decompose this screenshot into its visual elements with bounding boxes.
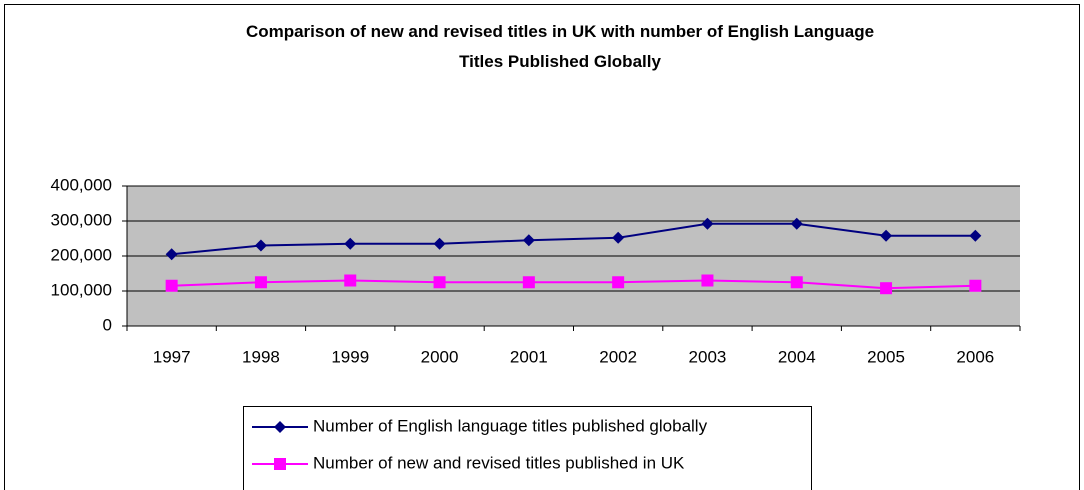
series-line (171, 279, 976, 290)
marker (254, 239, 267, 252)
y-tick-label: 100,000 (51, 280, 112, 299)
marker (165, 248, 178, 261)
marker (254, 276, 267, 289)
marker (701, 217, 714, 230)
x-tick-label: 2006 (956, 347, 994, 366)
x-tick-label: 2000 (421, 347, 459, 366)
x-tick-label: 2001 (510, 347, 548, 366)
marker (433, 276, 446, 289)
y-tick-label: 0 (103, 315, 112, 334)
marker (344, 237, 357, 250)
x-tick-label: 2004 (778, 347, 816, 366)
marker (880, 229, 893, 242)
marker (790, 276, 803, 289)
legend-marker (274, 421, 286, 433)
legend (243, 406, 812, 490)
marker (880, 282, 893, 295)
y-tick-label: 200,000 (51, 245, 112, 264)
marker (969, 279, 982, 292)
marker (344, 274, 357, 287)
x-tick-label: 2003 (689, 347, 727, 366)
x-tick-label: 1997 (153, 347, 191, 366)
legend-label: Number of new and revised titles publish… (313, 453, 685, 472)
x-tick-label: 1999 (331, 347, 369, 366)
marker (522, 234, 535, 247)
marker (612, 231, 625, 244)
x-tick-label: 1998 (242, 347, 280, 366)
marker (969, 229, 982, 242)
legend-label: Number of English language titles publis… (313, 416, 708, 435)
marker (612, 276, 625, 289)
legend-marker (274, 458, 286, 470)
marker (433, 237, 446, 250)
x-tick-label: 2002 (599, 347, 637, 366)
marker (522, 276, 535, 289)
marker (701, 274, 714, 287)
x-tick-label: 2005 (867, 347, 905, 366)
chart-title: Comparison of new and revised titles in … (246, 22, 874, 71)
y-tick-label: 400,000 (51, 175, 112, 194)
marker (790, 217, 803, 230)
marker (165, 279, 178, 292)
series-line (171, 222, 976, 256)
y-tick-label: 300,000 (51, 210, 112, 229)
